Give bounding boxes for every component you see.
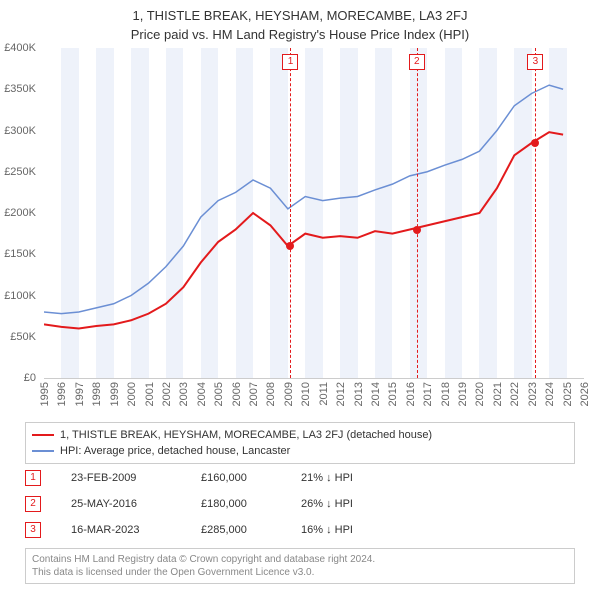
x-tick-label: 2010 xyxy=(300,382,312,406)
attribution-box: Contains HM Land Registry data © Crown c… xyxy=(25,548,575,584)
attribution-line: This data is licensed under the Open Gov… xyxy=(32,566,568,579)
attribution-line: Contains HM Land Registry data © Crown c… xyxy=(32,553,568,566)
event-hpi: 16% ↓ HPI xyxy=(301,524,421,536)
x-tick-label: 2012 xyxy=(335,382,347,406)
sale-dot-icon xyxy=(531,139,539,147)
chart-title: 1, THISTLE BREAK, HEYSHAM, MORECAMBE, LA… xyxy=(0,0,600,23)
x-tick-label: 2007 xyxy=(248,382,260,406)
sale-marker-line xyxy=(290,48,291,378)
event-marker-icon: 1 xyxy=(25,470,41,486)
legend-swatch xyxy=(32,434,54,436)
x-tick-label: 2003 xyxy=(178,382,190,406)
x-tick-label: 2024 xyxy=(544,382,556,406)
y-tick-label: £300K xyxy=(0,125,40,137)
x-tick-label: 2023 xyxy=(527,382,539,406)
event-price: £160,000 xyxy=(201,472,301,484)
event-date: 23-FEB-2009 xyxy=(71,472,201,484)
event-hpi: 26% ↓ HPI xyxy=(301,498,421,510)
x-tick-label: 1997 xyxy=(74,382,86,406)
x-tick-label: 2002 xyxy=(161,382,173,406)
y-tick-label: £150K xyxy=(0,248,40,260)
legend-label: HPI: Average price, detached house, Lanc… xyxy=(60,443,290,459)
event-date: 16-MAR-2023 xyxy=(71,524,201,536)
event-row: 3 16-MAR-2023 £285,000 16% ↓ HPI xyxy=(25,517,575,543)
legend-row: 1, THISTLE BREAK, HEYSHAM, MORECAMBE, LA… xyxy=(32,427,568,443)
x-tick-label: 2022 xyxy=(509,382,521,406)
sale-dot-icon xyxy=(413,226,421,234)
legend-box: 1, THISTLE BREAK, HEYSHAM, MORECAMBE, LA… xyxy=(25,422,575,464)
x-tick-label: 1996 xyxy=(56,382,68,406)
sale-marker-icon: 3 xyxy=(527,54,543,70)
y-tick-label: £400K xyxy=(0,42,40,54)
sale-marker-line xyxy=(417,48,418,378)
line-series-svg xyxy=(44,48,584,378)
x-tick-label: 2021 xyxy=(492,382,504,406)
event-hpi: 21% ↓ HPI xyxy=(301,472,421,484)
x-tick-label: 1998 xyxy=(91,382,103,406)
x-tick-label: 2013 xyxy=(353,382,365,406)
x-tick-label: 2017 xyxy=(422,382,434,406)
event-row: 1 23-FEB-2009 £160,000 21% ↓ HPI xyxy=(25,465,575,491)
y-tick-label: £350K xyxy=(0,83,40,95)
x-tick-label: 2014 xyxy=(370,382,382,406)
sale-marker-line xyxy=(535,48,536,378)
y-tick-label: £250K xyxy=(0,166,40,178)
x-tick-label: 2016 xyxy=(405,382,417,406)
events-list: 1 23-FEB-2009 £160,000 21% ↓ HPI 2 25-MA… xyxy=(25,465,575,543)
legend-swatch xyxy=(32,450,54,452)
event-marker-icon: 3 xyxy=(25,522,41,538)
x-tick-label: 2004 xyxy=(196,382,208,406)
x-tick-label: 1999 xyxy=(109,382,121,406)
y-tick-label: £200K xyxy=(0,207,40,219)
x-tick-label: 2020 xyxy=(474,382,486,406)
sale-marker-icon: 1 xyxy=(282,54,298,70)
chart-plot-area xyxy=(44,48,584,379)
chart-subtitle: Price paid vs. HM Land Registry's House … xyxy=(0,23,600,42)
x-tick-label: 2026 xyxy=(579,382,591,406)
series-line xyxy=(44,85,563,314)
x-tick-label: 2011 xyxy=(318,382,330,406)
event-price: £285,000 xyxy=(201,524,301,536)
x-tick-label: 2000 xyxy=(126,382,138,406)
y-tick-label: £50K xyxy=(0,331,40,343)
event-row: 2 25-MAY-2016 £180,000 26% ↓ HPI xyxy=(25,491,575,517)
x-tick-label: 2001 xyxy=(144,382,156,406)
legend-label: 1, THISTLE BREAK, HEYSHAM, MORECAMBE, LA… xyxy=(60,427,432,443)
sale-dot-icon xyxy=(286,242,294,250)
x-tick-label: 2005 xyxy=(213,382,225,406)
x-tick-label: 2009 xyxy=(283,382,295,406)
sale-marker-icon: 2 xyxy=(409,54,425,70)
x-tick-label: 2025 xyxy=(562,382,574,406)
y-tick-label: £0 xyxy=(0,372,40,384)
y-tick-label: £100K xyxy=(0,290,40,302)
x-tick-label: 2006 xyxy=(231,382,243,406)
x-tick-label: 2008 xyxy=(265,382,277,406)
x-tick-label: 2015 xyxy=(387,382,399,406)
x-tick-label: 2018 xyxy=(440,382,452,406)
event-marker-icon: 2 xyxy=(25,496,41,512)
event-price: £180,000 xyxy=(201,498,301,510)
x-tick-label: 1995 xyxy=(39,382,51,406)
event-date: 25-MAY-2016 xyxy=(71,498,201,510)
x-tick-label: 2019 xyxy=(457,382,469,406)
legend-row: HPI: Average price, detached house, Lanc… xyxy=(32,443,568,459)
